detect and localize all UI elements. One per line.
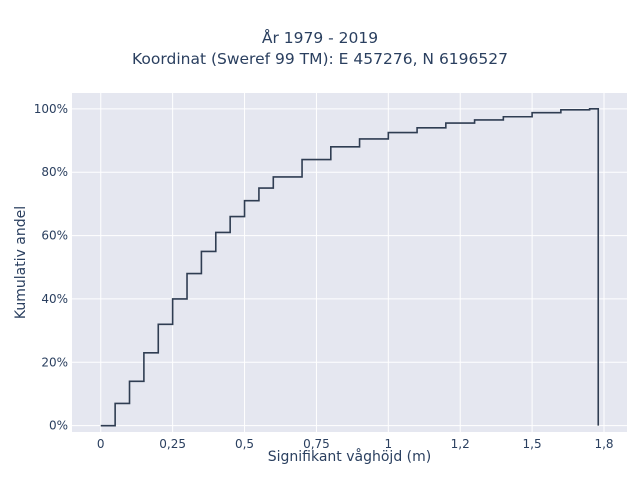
y-axis-title: Kumulativ andel [13,206,29,319]
x-tick-label: 0,25 [159,437,186,451]
x-tick-label: 0,75 [303,437,330,451]
y-tick-label: 100% [34,102,68,116]
chart-title-line-2: Koordinat (Sweref 99 TM): E 457276, N 61… [132,50,508,68]
x-tick-label: 0,5 [235,437,254,451]
x-tick-label: 1,2 [451,437,470,451]
tick-labels: 0 0,25 0,5 0,75 1 1,2 1,5 1,8 0% 20% 40% 60% 80% 100% [34,102,614,451]
x-tick-label: 0 [97,437,105,451]
x-tick-label: 1,5 [523,437,542,451]
y-tick-label: 40% [41,292,68,306]
grid [72,93,627,432]
y-tick-label: 20% [41,355,68,369]
y-tick-label: 0% [49,419,68,433]
chart-title-line-1: År 1979 - 2019 [261,29,379,47]
y-tick-label: 80% [41,165,68,179]
y-tick-label: 60% [41,229,68,243]
chart-title: År 1979 - 2019 Koordinat (Sweref 99 TM):… [0,28,640,70]
x-tick-label: 1,8 [594,437,613,451]
x-tick-label: 1 [385,437,393,451]
plot-background [72,93,627,432]
x-axis-title: Signifikant våghöjd (m) [268,448,431,465]
series-line [100,108,600,427]
